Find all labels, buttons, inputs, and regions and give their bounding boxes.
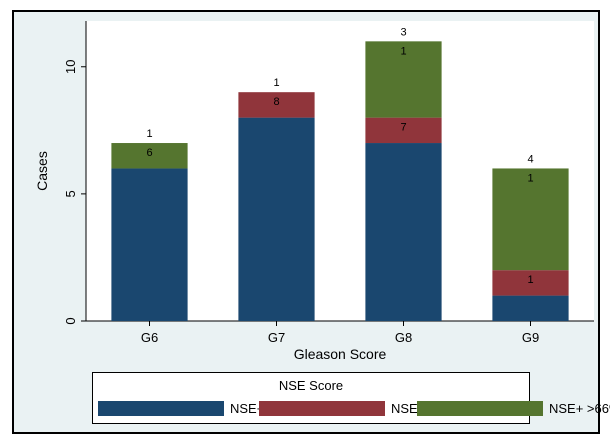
x-tick-label-g8: G8: [395, 330, 412, 345]
bar-g6-series-2: [111, 143, 188, 169]
x-tick-label-g6: G6: [141, 330, 158, 345]
bar-g9-series-1: [492, 270, 569, 296]
legend-title: NSE Score: [278, 378, 344, 393]
legend-entry-nse-gt-66: NSE+ >66%: [417, 399, 610, 417]
bar-g8-series-2: [365, 41, 442, 118]
bar-g8-series-0: [365, 143, 442, 321]
x-tick-label-g9: G9: [522, 330, 539, 345]
ticks-layer: 0 5 10 G6 G7 G8 G9: [63, 60, 539, 345]
segment-label-g8-series-2: 1: [400, 45, 406, 57]
bar-g9-series-2: [492, 168, 569, 271]
segment-label-g6-series-2: 6: [146, 147, 152, 159]
x-axis-label: Gleason Score: [294, 346, 387, 362]
legend-swatch-nse-33-66: [259, 400, 385, 416]
y-tick-label-0: 0: [63, 317, 78, 324]
top-label-g8: 3: [400, 26, 406, 38]
bar-g8-series-1: [365, 117, 442, 144]
bar-g7-series-1: [238, 92, 315, 118]
segment-label-g8-series-1: 7: [400, 122, 406, 134]
x-tick-label-g7: G7: [268, 330, 285, 345]
top-label-g9: 4: [527, 153, 533, 165]
segment-label-g9-series-1: 1: [527, 274, 533, 286]
y-axis-label: Cases: [34, 151, 50, 191]
bar-g9-series-0: [492, 295, 569, 321]
top-label-g6: 1: [146, 128, 152, 140]
y-tick-label-2: 10: [63, 60, 78, 74]
legend-swatch-nse-gt-66: [417, 400, 543, 416]
y-tick-label-1: 5: [63, 190, 78, 197]
bar-g6-series-0: [111, 168, 188, 321]
legend-swatch-nse-lt-33: [98, 400, 224, 416]
bars-layer: [111, 41, 569, 321]
legend-label-nse-gt-66: NSE+ >66%: [549, 400, 610, 416]
top-label-g7: 1: [273, 77, 279, 89]
legend: NSE Score NSE+ <33% NSE+ 33-66% NSE+ >66…: [92, 372, 610, 424]
segment-label-g7-series-1: 8: [273, 96, 279, 108]
segment-label-g9-series-2: 1: [527, 172, 533, 184]
bar-g7-series-0: [238, 117, 315, 321]
